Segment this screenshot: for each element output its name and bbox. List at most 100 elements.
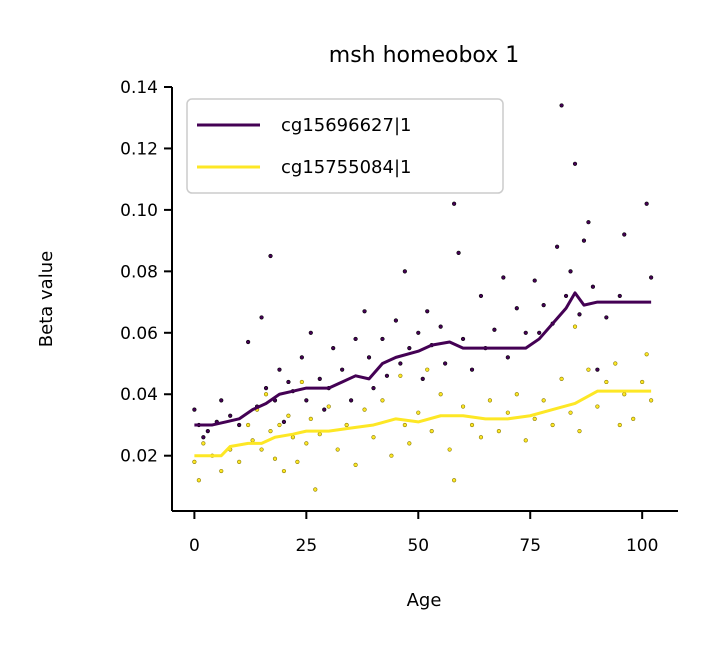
legend-label-series-1: cg15696627|1 (281, 115, 411, 136)
series-2-point (290, 435, 296, 440)
series-1-point (299, 355, 304, 360)
series-2-point (577, 429, 582, 434)
series-2-point (613, 361, 618, 366)
series-1-point (304, 398, 309, 403)
series-2-point (389, 453, 394, 458)
series-1-point (420, 376, 425, 381)
y-tick-label: 0.08 (120, 262, 158, 282)
series-1-point (572, 161, 578, 166)
series-1-point (259, 315, 264, 320)
series-1-point (523, 330, 528, 335)
series-2-point (640, 379, 645, 385)
series-1-point (353, 336, 358, 342)
series-2-point (272, 456, 278, 461)
series-1-point (644, 201, 649, 206)
series-2-point (277, 422, 282, 428)
series-2-point (308, 416, 313, 421)
series-1-point (237, 422, 242, 428)
series-2-point (326, 404, 331, 409)
series-1-point (362, 309, 367, 314)
y-ticks: 0.02 0.04 0.06 0.08 0.10 0.12 0.14 (120, 78, 172, 467)
series-2-point (425, 367, 430, 372)
series-1-point (402, 269, 407, 274)
series-1-point (554, 244, 560, 249)
series-1-point (452, 201, 457, 206)
series-1-point (366, 355, 372, 360)
series-1-point (532, 278, 537, 283)
series-1-point (478, 293, 484, 299)
series-1-point (649, 275, 654, 280)
series-2-point (631, 416, 636, 421)
series-2-point (595, 404, 600, 409)
series-2-point (268, 429, 273, 434)
series-1-point (263, 386, 269, 391)
series-2-point (505, 410, 510, 415)
series-1-point (371, 386, 376, 391)
x-tick-label: 50 (407, 536, 429, 556)
series-1-point (568, 269, 573, 274)
y-tick-label: 0.10 (120, 201, 158, 221)
series-2-point (644, 352, 649, 357)
series-2-point (219, 468, 224, 474)
series-1-point (469, 367, 475, 372)
x-ticks: 0 25 50 75 100 (189, 511, 658, 556)
x-tick-label: 75 (519, 536, 541, 556)
series-2-point (532, 416, 537, 421)
series-2-point (514, 392, 519, 397)
series-2-point (398, 373, 403, 378)
series-1-point (317, 376, 322, 381)
series-2-point (335, 447, 340, 452)
series-1-point (514, 306, 519, 311)
series-2-point (371, 435, 376, 440)
series-2-point (317, 432, 322, 437)
legend-label-series-2: cg15755084|1 (281, 157, 411, 178)
y-tick-label: 0.04 (120, 385, 158, 405)
series-2-point (438, 392, 443, 397)
series-2-point (572, 324, 578, 329)
legend-frame (186, 98, 504, 194)
series-1-point (505, 355, 510, 360)
series-1-point (586, 220, 591, 225)
series-2-point (237, 459, 242, 464)
series-1-point (416, 330, 421, 335)
legend: cg15696627|1 cg15755084|1 (186, 98, 504, 194)
series-2-point (192, 459, 197, 464)
series-2-point (429, 429, 434, 434)
x-axis-title: Age (407, 590, 442, 611)
series-2-point (586, 367, 591, 372)
series-2-point (469, 422, 475, 428)
series-1-point (617, 293, 622, 299)
series-1-point (501, 275, 506, 280)
series-2-point (559, 376, 564, 381)
series-1-point (581, 238, 587, 243)
series-1-point (340, 367, 345, 372)
series-1-point (277, 367, 282, 372)
series-2-point (263, 392, 269, 397)
series-2-point (299, 379, 304, 385)
series-2-point (568, 410, 573, 415)
series-1-point (537, 330, 542, 335)
series-2-point (550, 422, 555, 428)
series-1-point (205, 429, 210, 434)
series-2-point (604, 379, 609, 385)
series-1-point (425, 309, 430, 314)
x-tick-label: 100 (626, 536, 658, 556)
series-2-point (295, 459, 300, 464)
series-2-point (281, 468, 287, 474)
series-1-point (541, 303, 546, 308)
series-2-point (447, 447, 452, 452)
series-2-trend-line (194, 389, 652, 458)
series-2-point (353, 462, 358, 468)
series-2-point (259, 447, 264, 452)
series-2-point (246, 422, 251, 428)
series-1-point (492, 327, 497, 332)
series-1-point (393, 318, 398, 323)
y-tick-label: 0.12 (120, 139, 158, 159)
y-axis-title: Beta value (36, 251, 57, 347)
series-2-point (380, 398, 385, 403)
chart-title: msh homeobox 1 (329, 43, 519, 68)
series-2-point (452, 478, 457, 483)
series-1-point (622, 232, 627, 237)
series-1-point (443, 361, 448, 366)
